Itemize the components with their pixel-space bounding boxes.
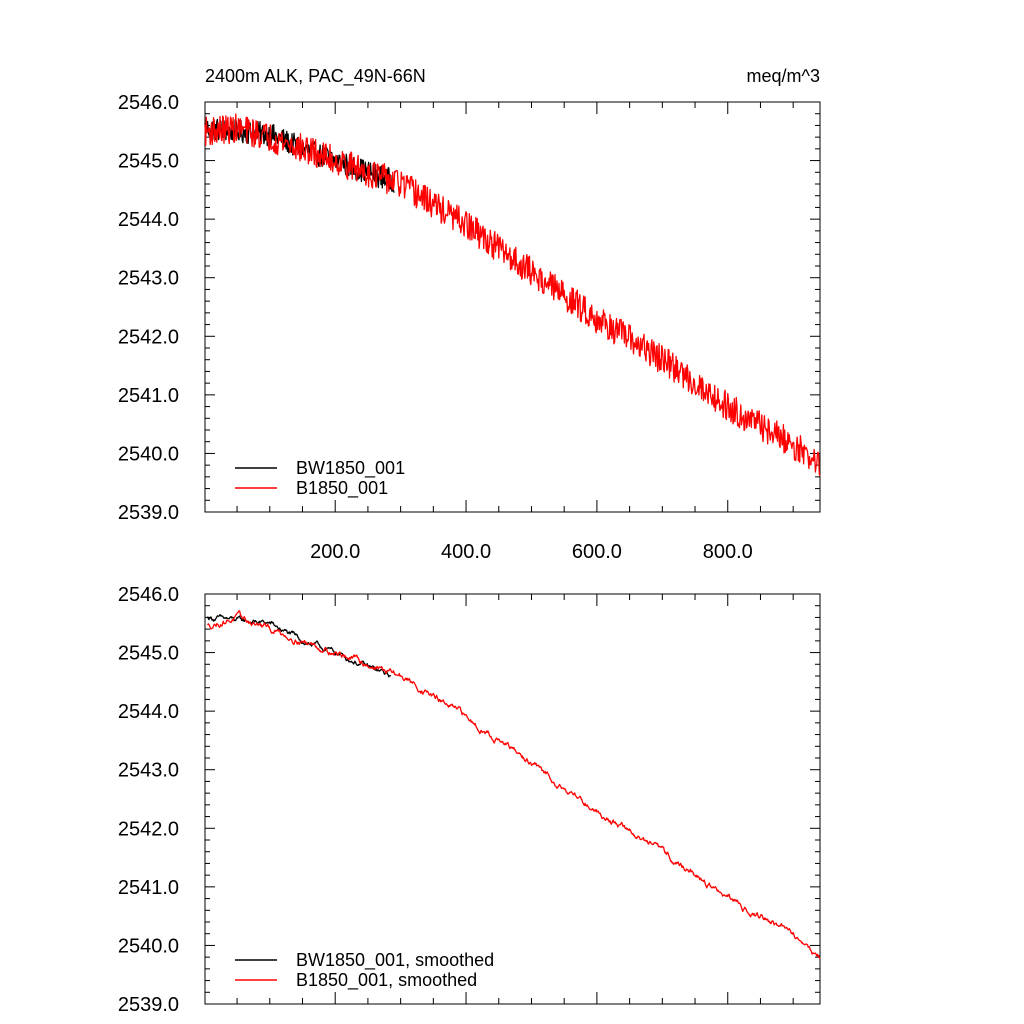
bottom-panel: 2539.0 2540.0 2541.0 2542.0 2543.0 2544.0 2545… [118, 584, 821, 1016]
series-line-b1850-001-smoothed [207, 610, 821, 960]
x-tick-label: 600.0 [572, 541, 622, 563]
legend-label: B1850_001 [296, 478, 388, 499]
y-tick-label: 2546.0 [118, 584, 179, 606]
y-tick-label: 2542.0 [118, 818, 179, 840]
legend-label: BW1850_001, smoothed [296, 950, 494, 971]
x-tick-label: 400.0 [441, 541, 491, 563]
y-tick-label: 2546.0 [118, 92, 179, 114]
legend-label: BW1850_001 [296, 458, 405, 479]
y-tick-label: 2544.0 [118, 209, 179, 231]
y-tick-label: 2543.0 [118, 760, 179, 782]
y-tick-label: 2540.0 [118, 935, 179, 957]
plot-frame [204, 593, 821, 1005]
units-label: meq/m^3 [747, 66, 820, 86]
y-tick-label: 2545.0 [118, 643, 179, 665]
x-tick-label: 200.0 [310, 541, 360, 563]
legend-label: B1850_001, smoothed [296, 970, 477, 991]
top-panel: 2539.0 2540.0 2541.0 2542.0 2543.0 2544.0 2545… [118, 92, 821, 563]
y-tick-label: 2544.0 [118, 701, 179, 723]
y-tick-label: 2543.0 [118, 268, 179, 290]
y-tick-label: 2541.0 [118, 385, 179, 407]
y-tick-label: 2539.0 [118, 994, 179, 1016]
y-tick-label: 2542.0 [118, 326, 179, 348]
y-tick-label: 2545.0 [118, 151, 179, 173]
plot-frame [204, 101, 821, 513]
y-tick-label: 2539.0 [118, 502, 179, 524]
x-tick-label: 800.0 [703, 541, 753, 563]
y-tick-label: 2541.0 [118, 877, 179, 899]
series-line-bw1850-001-smoothed [206, 613, 392, 678]
y-tick-label: 2540.0 [118, 443, 179, 465]
series-line-b1850-001 [204, 113, 821, 477]
chart-title: 2400m ALK, PAC_49N-66N [205, 66, 426, 87]
